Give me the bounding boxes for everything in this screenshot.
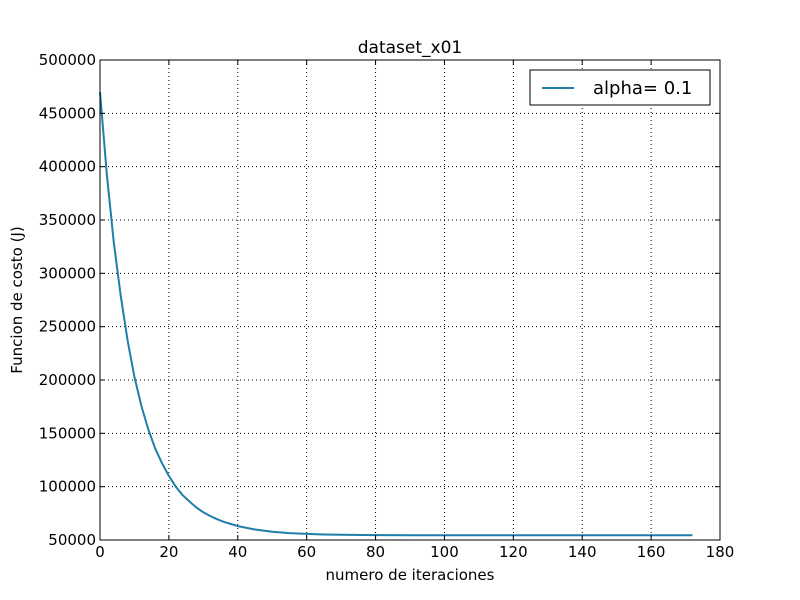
y-tick-label: 100000 bbox=[39, 478, 96, 496]
y-tick-label: 250000 bbox=[39, 318, 96, 336]
legend-entry-label: alpha= 0.1 bbox=[593, 78, 692, 99]
x-tick-label: 20 bbox=[159, 543, 178, 561]
x-tick-label: 80 bbox=[366, 543, 385, 561]
plot-area bbox=[99, 91, 693, 537]
x-tick-label: 0 bbox=[95, 543, 105, 561]
y-tick-label: 500000 bbox=[39, 51, 96, 69]
y-tick-label: 450000 bbox=[39, 104, 96, 122]
x-tick-label: 40 bbox=[228, 543, 247, 561]
legend: alpha= 0.1 bbox=[529, 69, 711, 106]
x-tick-label: 160 bbox=[637, 543, 666, 561]
series-line bbox=[99, 91, 693, 537]
x-tick-label: 140 bbox=[568, 543, 597, 561]
y-tick-label: 200000 bbox=[39, 371, 96, 389]
y-axis-label: Funcion de costo (J) bbox=[8, 226, 26, 373]
x-tick-label: 60 bbox=[297, 543, 316, 561]
x-tick-label: 180 bbox=[706, 543, 735, 561]
plot-frame bbox=[99, 59, 721, 541]
y-tick-label: 300000 bbox=[39, 264, 96, 282]
x-axis-label: numero de iteraciones bbox=[326, 566, 495, 584]
y-tick-label: 400000 bbox=[39, 158, 96, 176]
legend-box bbox=[529, 69, 711, 106]
grid-lines bbox=[100, 60, 720, 540]
x-tick-label: 100 bbox=[430, 543, 459, 561]
y-tick-label: 50000 bbox=[48, 531, 96, 549]
chart-title: dataset_x01 bbox=[358, 38, 462, 58]
y-tick-label: 150000 bbox=[39, 424, 96, 442]
y-tick-label: 350000 bbox=[39, 211, 96, 229]
axis-ticks: 0 20 40 60 80 100 120 140 160 180 50000 100000 15000… bbox=[39, 51, 735, 561]
x-tick-label: 120 bbox=[499, 543, 528, 561]
